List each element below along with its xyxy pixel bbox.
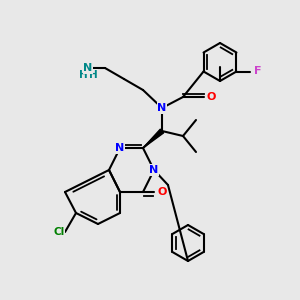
Text: N: N <box>116 143 124 153</box>
Text: N: N <box>149 165 159 175</box>
Polygon shape <box>143 129 164 148</box>
Text: O: O <box>206 92 216 102</box>
Text: Cl: Cl <box>53 227 64 237</box>
Text: N: N <box>158 103 166 113</box>
Text: O: O <box>157 187 167 197</box>
Text: F: F <box>254 67 261 76</box>
Text: H: H <box>88 70 98 80</box>
Text: N: N <box>83 63 93 73</box>
Text: H: H <box>79 70 87 80</box>
